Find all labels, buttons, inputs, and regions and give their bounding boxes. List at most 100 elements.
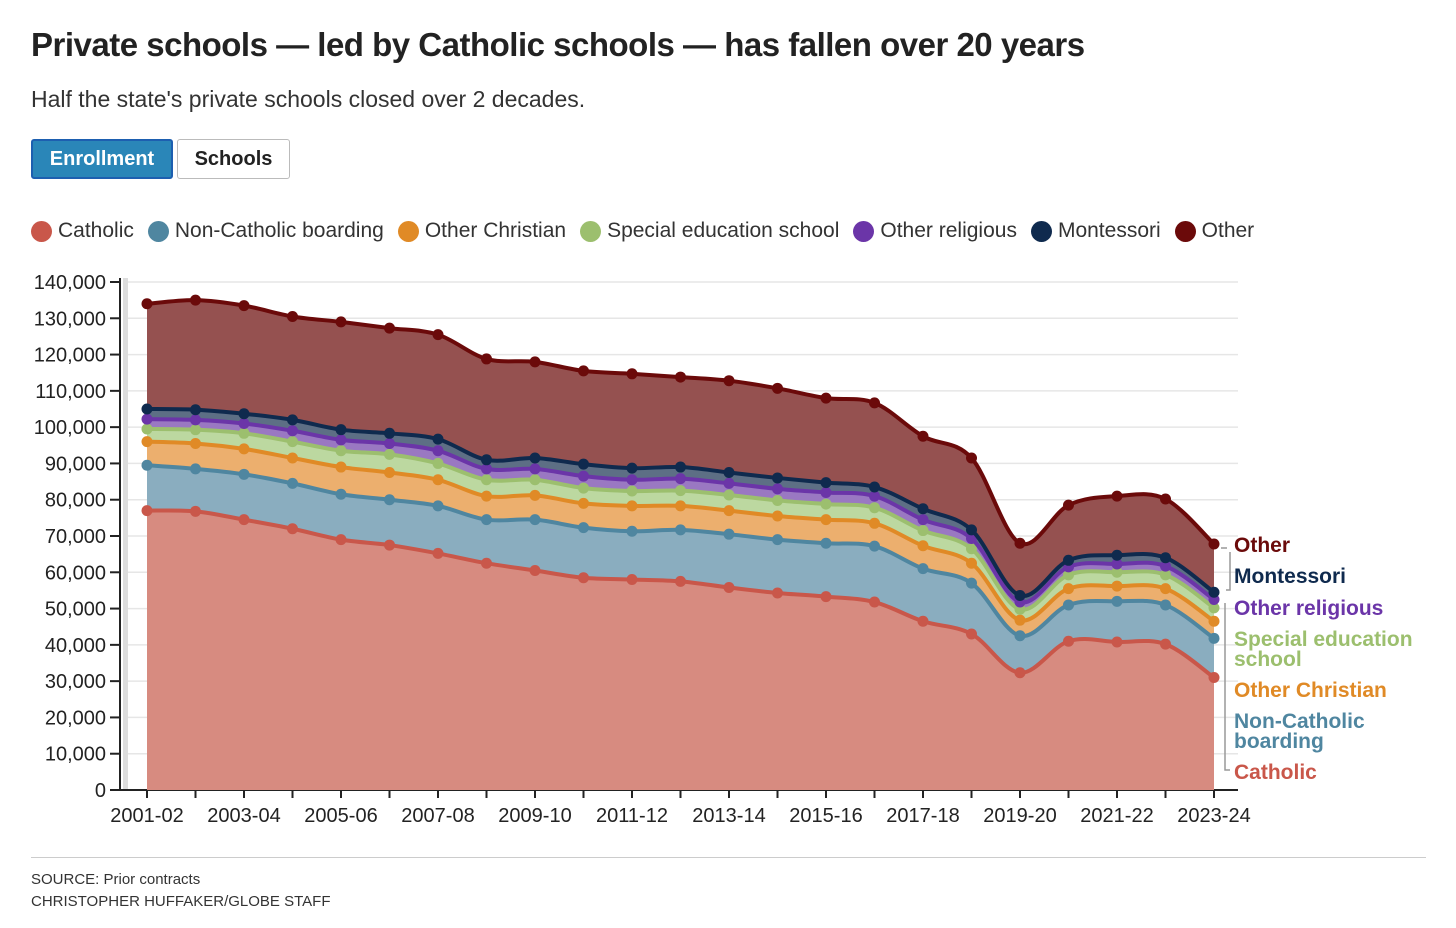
data-point-special-education-school [141,423,153,435]
legend-swatch [147,220,169,242]
data-point-montessori [287,414,298,426]
data-point-other-christian [238,443,250,455]
data-point-special-education-school [529,474,541,486]
y-tick-label: 100,000 [34,417,106,439]
data-point-catholic [481,557,492,569]
data-point-other [1014,537,1026,549]
data-point-other [238,300,250,312]
end-label-special-education-school: Special education [1234,628,1413,651]
data-point-other-christian [820,514,832,526]
data-point-montessori [335,424,347,436]
y-tick-label: 30,000 [45,671,106,693]
end-label-special-education-school: school [1234,648,1302,671]
data-point-non-catholic-boarding [287,477,298,489]
end-label-other-religious: Other religious [1234,597,1383,620]
data-point-other [820,392,832,404]
x-tick-label: 2013-14 [692,805,765,827]
data-point-other [917,430,929,442]
data-point-montessori [481,454,492,466]
line-other [146,298,1216,547]
data-point-other-christian [578,497,589,509]
x-tick-label: 2015-16 [789,805,862,827]
data-point-other-religious [1111,558,1123,570]
data-point-non-catholic-boarding [966,577,977,589]
data-point-special-education-school [335,445,347,457]
data-point-special-education-school [917,525,929,537]
legend-swatch [1030,220,1052,242]
data-point-catholic [141,505,153,517]
data-point-non-catholic-boarding [820,537,832,549]
data-point-non-catholic-boarding [772,534,783,546]
legend-swatch [1174,220,1196,242]
data-point-special-education-school [966,543,977,555]
x-tick-label: 2011-12 [596,805,668,827]
data-point-catholic [820,591,832,603]
data-point-special-education-school [869,502,880,514]
area-other-christian [147,441,1214,639]
data-point-catholic [772,587,783,599]
data-point-other [869,397,880,409]
data-point-catholic [626,574,638,586]
end-label-other-christian: Other Christian [1234,679,1387,702]
legend-item-other-christian: Other Christian [397,219,567,243]
x-tick-label: 2019-20 [983,805,1056,827]
data-point-other [772,382,783,394]
data-point-other [529,356,541,368]
data-point-other-christian [1014,614,1026,626]
data-point-montessori [1014,590,1026,602]
y-tick-label: 90,000 [45,453,106,475]
data-point-montessori [820,477,832,489]
data-point-other-religious [626,474,638,486]
data-point-other-religious [675,473,686,485]
y-tick-label: 70,000 [45,526,106,548]
data-point-other-christian [141,436,153,448]
end-label-non-catholic-boarding: Non-Catholic [1234,710,1365,733]
data-point-non-catholic-boarding [723,528,735,540]
x-tick-label: 2007-08 [401,805,474,827]
data-point-other-christian [287,452,298,464]
data-point-montessori [675,461,686,473]
data-point-other [141,298,153,310]
data-point-non-catholic-boarding [1014,630,1026,642]
data-point-other-religious [869,490,880,502]
enrollment-toggle-button[interactable]: Enrollment [31,139,173,179]
data-point-special-education-school [190,424,201,436]
data-point-other-religious [578,470,589,482]
y-tick-label: 50,000 [45,599,106,621]
data-point-montessori [1160,552,1171,564]
data-point-montessori [238,408,250,420]
data-point-montessori [723,467,735,478]
data-point-non-catholic-boarding [1208,632,1220,644]
data-point-catholic [1111,636,1123,648]
data-point-other [481,353,492,365]
data-point-catholic [190,505,201,517]
legend-label: Other Christian [424,219,567,242]
data-point-non-catholic-boarding [1063,599,1074,611]
data-point-montessori [529,452,541,464]
data-point-montessori [869,481,880,493]
data-point-catholic [917,615,929,627]
data-point-other-christian [335,461,347,473]
data-point-non-catholic-boarding [869,540,880,552]
data-point-non-catholic-boarding [432,500,444,512]
data-point-special-education-school [578,482,589,494]
data-point-other [335,316,347,328]
data-point-other-christian [869,517,880,529]
data-point-other-christian [966,557,977,569]
data-point-other-christian [384,467,395,478]
data-point-non-catholic-boarding [481,514,492,526]
schools-toggle-button[interactable]: Schools [177,139,290,179]
y-tick-label: 110,000 [35,381,106,403]
end-label-brackets [1221,547,1231,771]
area-catholic [147,510,1214,790]
data-point-catholic [1014,667,1026,679]
data-point-special-education-school [723,489,735,501]
data-point-montessori [578,458,589,470]
data-point-other-religious [335,434,347,446]
end-label-non-catholic-boarding: boarding [1234,730,1324,753]
x-tick-label: 2017-18 [886,805,959,827]
data-point-catholic [384,539,395,551]
chart-legend: Catholic Non-Catholic boarding Other Chris… [31,219,1268,243]
